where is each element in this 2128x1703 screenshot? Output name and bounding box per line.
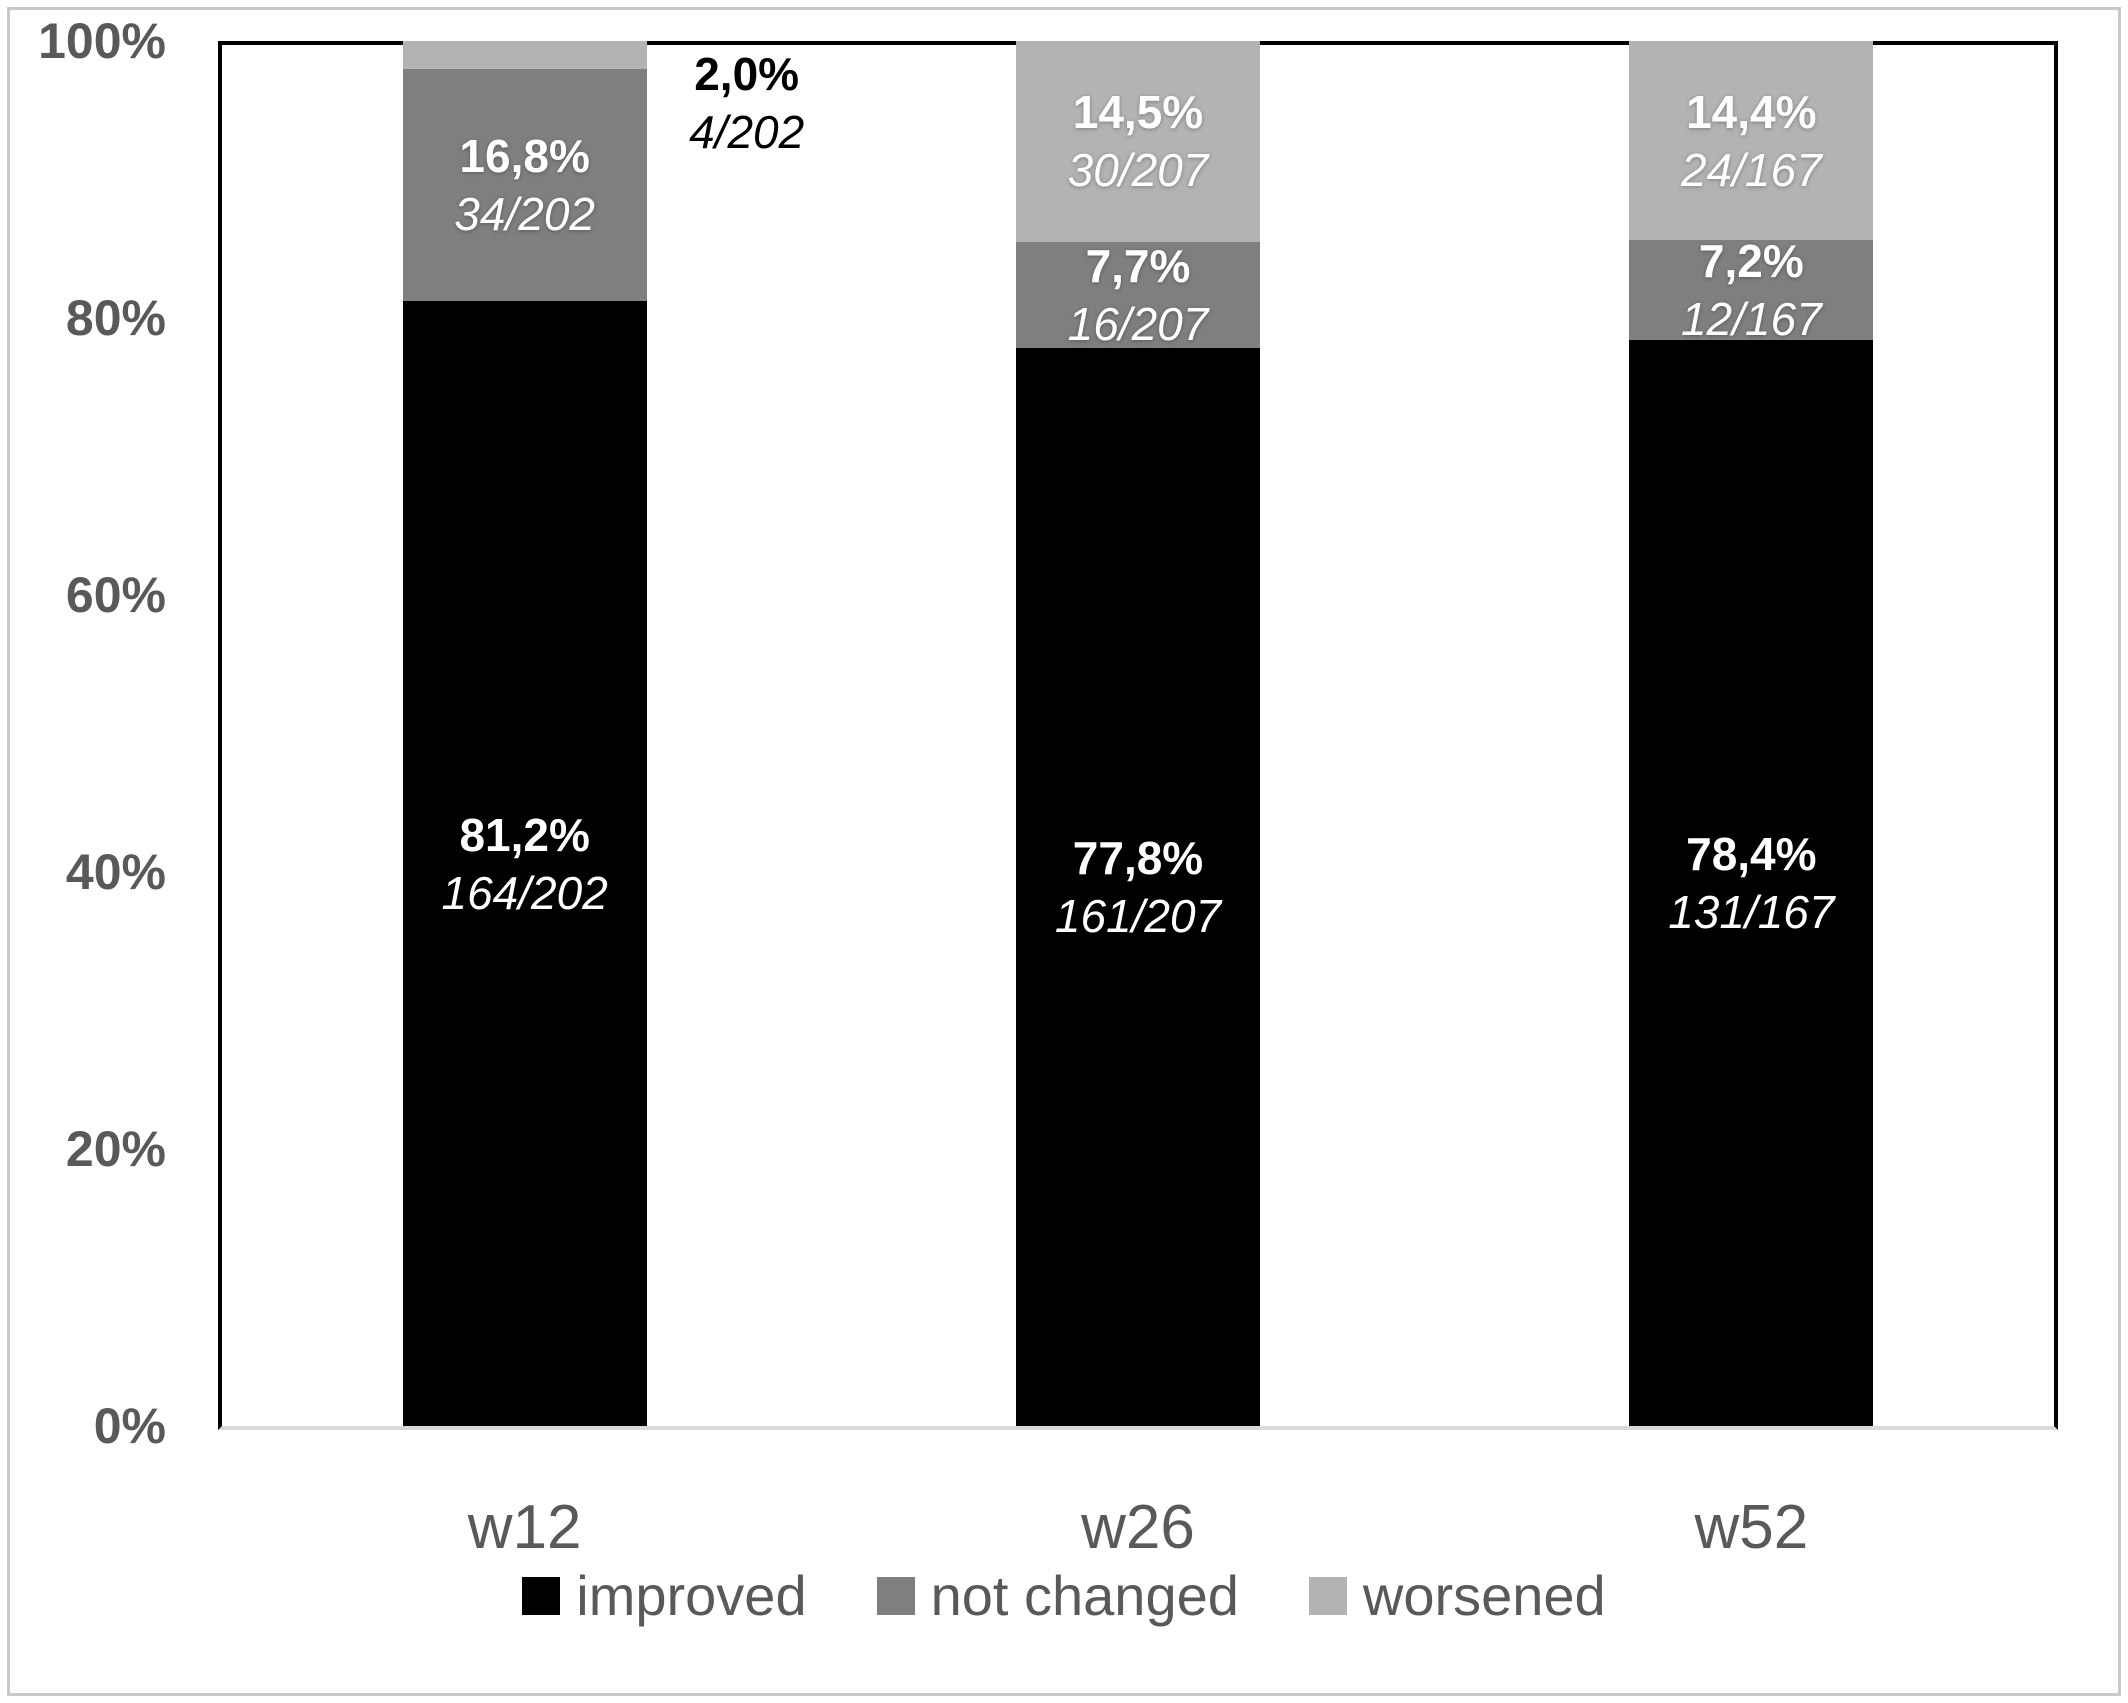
y-axis-tick-label: 60% (65, 567, 166, 623)
bar-label-percent: 78,4% (1686, 828, 1817, 881)
bar-w52-segment-not-changed: 7,2% 12/167 (1629, 235, 1874, 345)
legend-item-worsened: worsened (1308, 1564, 1606, 1627)
y-axis-tick-label: 20% (65, 1121, 166, 1177)
bar-label: 14,4% 24/167 (1681, 83, 1822, 199)
bar-label-fraction: 24/167 (1680, 143, 1822, 196)
bar-w26-segment-worsened: 14,5% 30/207 (1016, 41, 1260, 242)
legend-label: worsened (1362, 1564, 1606, 1627)
bar-w52: 14,4% 24/167 7,2% 12/167 78,4% 131/167 (1629, 41, 1874, 1426)
y-axis-tick-label: 80% (65, 290, 166, 346)
y-axis-tick-label: 0% (93, 1398, 166, 1454)
x-axis-label-w52: w52 (1694, 1493, 1809, 1562)
bar-label-fraction: 34/202 (454, 188, 595, 241)
legend-swatch-icon (876, 1577, 915, 1615)
bar-w26-segment-improved: 77,8% 161/207 (1016, 348, 1260, 1426)
legend-label: not changed (930, 1564, 1239, 1627)
bar-label-percent: 81,2% (459, 808, 590, 861)
bar-label-percent: 77,8% (1072, 832, 1204, 885)
bar-label-percent: 7,7% (1085, 240, 1191, 293)
legend-label: improved (576, 1564, 807, 1627)
bar-label: 14,5% 30/207 (1068, 83, 1209, 199)
bar-label-fraction: 16/207 (1067, 298, 1209, 351)
bar-label: 16,8% 34/202 (454, 127, 595, 243)
x-axis-label-w12: w12 (467, 1493, 582, 1562)
legend-swatch-icon (522, 1577, 561, 1615)
bar-label-fraction: 131/167 (1668, 886, 1835, 939)
bar-label-fraction: 161/207 (1054, 890, 1222, 943)
bar-label-fraction: 30/207 (1067, 144, 1209, 197)
bar-label-fraction: 164/202 (441, 866, 608, 919)
bar-w12-segment-worsened (402, 41, 647, 69)
bar-label-fraction: 4/202 (689, 106, 805, 158)
bar-label-percent: 2,0% (694, 48, 800, 100)
legend-item-not-changed: not changed (876, 1564, 1239, 1627)
legend-swatch-icon (1308, 1577, 1347, 1615)
bar-w52-segment-improved: 78,4% 131/167 (1629, 340, 1874, 1426)
bar-w52-segment-worsened: 14,4% 24/167 (1629, 41, 1874, 241)
bar-label-percent: 7,2% (1698, 235, 1804, 288)
bar-label-outside: 2,0% 4/202 (657, 45, 837, 161)
bar-label: 7,7% 16/207 (1068, 237, 1209, 353)
bar-w26-segment-not-changed: 7,7% 16/207 (1016, 240, 1260, 350)
bar-label-percent: 14,5% (1072, 86, 1204, 139)
bar-label: 78,4% 131/167 (1668, 825, 1834, 941)
bar-w26: 14,5% 30/207 7,7% 16/207 77,8% 161/207 (1016, 41, 1260, 1426)
bar-w12-segment-not-changed: 16,8% 34/202 (402, 68, 647, 302)
x-axis-label-w26: w26 (1081, 1493, 1195, 1562)
legend-item-improved: improved (522, 1564, 807, 1627)
bar-label-fraction: 12/167 (1680, 293, 1822, 346)
bar-w12: 16,8% 34/202 81,2% 164/202 (402, 41, 647, 1426)
bar-label: 7,2% 12/167 (1681, 232, 1822, 348)
bar-label-percent: 16,8% (459, 130, 590, 183)
bar-w12-segment-improved: 81,2% 164/202 (402, 301, 647, 1426)
y-axis-tick-label: 100% (38, 13, 166, 69)
bar-label: 81,2% 164/202 (442, 806, 608, 922)
chart-legend: improved not changed worsened (0, 1566, 2128, 1626)
bar-label: 77,8% 161/207 (1055, 829, 1221, 945)
bar-label-percent: 14,4% (1686, 85, 1817, 138)
y-axis-tick-label: 40% (65, 844, 166, 900)
